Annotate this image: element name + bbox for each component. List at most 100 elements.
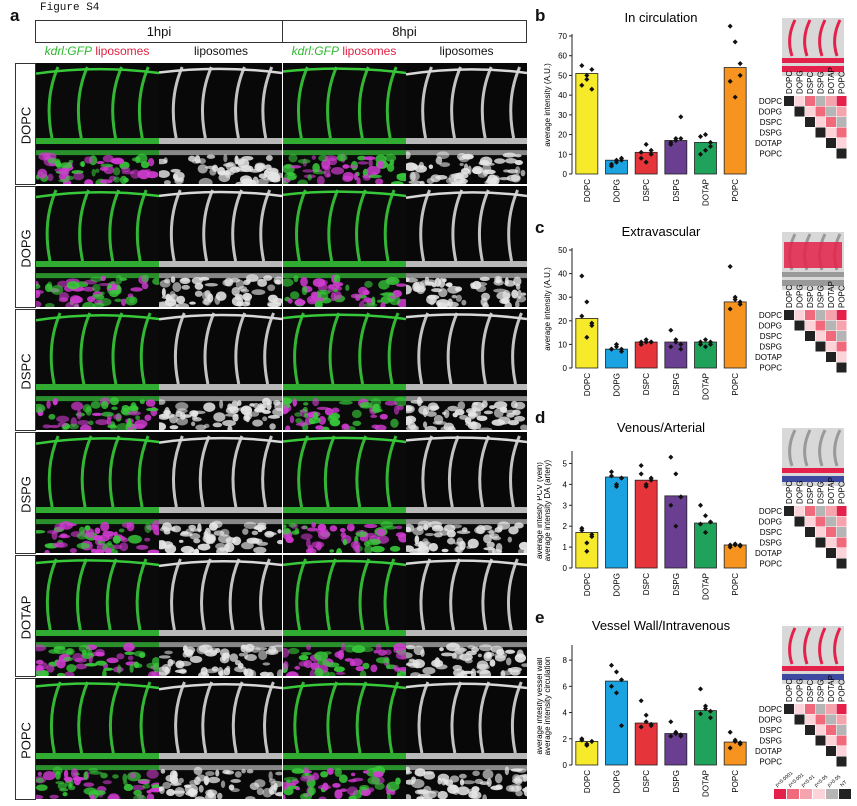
- chart-b: In circulation 0 10 20 30 40 50 60 70 average int…: [543, 10, 847, 206]
- matrix-col-label: POPC: [838, 679, 847, 702]
- matrix-cell: [815, 127, 826, 138]
- matrix-col-label: DSPC: [806, 482, 815, 504]
- matrix-row-label: DOTAP: [755, 139, 782, 148]
- legend-swatch: [787, 789, 799, 799]
- data-point: [673, 523, 679, 529]
- y-tick-label: 20: [558, 131, 567, 140]
- matrix-cell: [815, 537, 826, 548]
- matrix-col-label: DSPC: [806, 72, 815, 94]
- matrix-row-label: DSPC: [760, 528, 782, 537]
- data-point: [737, 299, 743, 305]
- matrix-cell: [826, 506, 836, 516]
- data-point: [618, 157, 625, 163]
- y-axis-label: average intensity (A.U.): [543, 267, 552, 351]
- matrix-row-label: POPC: [759, 150, 782, 159]
- x-tick-label: DSPG: [672, 573, 681, 596]
- merge-image-dspc-8hpi: [283, 309, 406, 430]
- data-point: [702, 703, 709, 709]
- matrix-col-label: POPC: [838, 285, 847, 308]
- bar-popc: [723, 544, 747, 569]
- matrix-cell: [826, 704, 836, 714]
- y-tick-label: 1: [563, 543, 568, 552]
- row-label-dopc: DOPC: [18, 106, 34, 144]
- y-tick-label: 4: [563, 709, 568, 718]
- matrix-row-label: DSPC: [760, 332, 782, 341]
- matrix-cell: [815, 714, 826, 725]
- timepoint-1hpi: 1hpi: [146, 24, 172, 39]
- data-point: [678, 494, 684, 500]
- legend-swatch: [839, 789, 851, 799]
- row-label-dopg: DOPG: [18, 228, 34, 268]
- y-axis-label: average intesity PCV (vein): [537, 462, 544, 559]
- matrix-col-label: POPC: [838, 481, 847, 504]
- y-tick-label: 60: [558, 52, 567, 61]
- data-point: [668, 454, 674, 460]
- matrix-col-label: DOPG: [796, 480, 805, 504]
- bar-dotap: [694, 710, 717, 766]
- bar-dspc: [634, 341, 658, 369]
- legend-label: NT: [839, 780, 848, 789]
- y-tick-label: 40: [558, 91, 567, 100]
- bar-dspg: [664, 733, 688, 766]
- y-tick-label: 40: [558, 270, 567, 279]
- matrix-cell: [794, 96, 805, 106]
- data-point: [613, 481, 620, 487]
- merge-image-dopg-1hpi: [36, 186, 159, 307]
- channel-label-merge-1: kdrl:GFP liposomes: [44, 44, 150, 58]
- merge-image-popc-8hpi: [283, 678, 406, 799]
- matrix-cell: [815, 506, 826, 516]
- row-label-dspc: DSPC: [18, 352, 34, 390]
- x-tick-label: DSPG: [672, 373, 681, 396]
- x-tick-label: DOPG: [613, 373, 622, 397]
- data-point: [707, 339, 714, 345]
- matrix-cell: [826, 341, 836, 352]
- merge-image-dspg-8hpi: [283, 432, 406, 553]
- row-label-dspg: DSPG: [18, 475, 34, 513]
- data-point: [678, 341, 684, 347]
- x-tick-label: DOTAP: [702, 770, 711, 797]
- y-tick-label: 3: [563, 501, 568, 510]
- x-tick-label: DOPG: [613, 770, 622, 794]
- data-point: [618, 346, 625, 352]
- merge-image-dotap-8hpi: [283, 555, 406, 676]
- data-point: [638, 462, 644, 469]
- x-tick-label: DOPG: [613, 573, 622, 597]
- matrix-cell: [784, 310, 794, 320]
- matrix-cell: [794, 714, 805, 725]
- matrix-col-label: DOTAP: [827, 675, 836, 702]
- bar-dspc: [634, 479, 658, 569]
- y-tick-label: 2: [563, 735, 568, 744]
- liposome-image-dopc-1hpi: [159, 63, 282, 184]
- matrix-cell: [836, 352, 847, 362]
- matrix-row-label: DOPC: [759, 705, 782, 714]
- matrix-cell: [826, 138, 836, 148]
- row-label-popc: POPC: [18, 721, 34, 759]
- matrix-cell: [794, 320, 805, 331]
- chart-title-b: In circulation: [625, 10, 698, 25]
- x-tick-label: DOPG: [613, 179, 622, 203]
- matrix-row-label: DOPG: [758, 108, 782, 117]
- data-point: [608, 662, 615, 668]
- legend-swatch: [813, 789, 825, 799]
- data-point: [638, 698, 644, 704]
- y-axis-label: average intensity circulation: [543, 657, 552, 756]
- matrix-cell: [805, 714, 815, 725]
- matrix-cell: [826, 96, 836, 106]
- panel-letter-d: d: [535, 408, 546, 427]
- matrix-cell: [826, 127, 836, 138]
- matrix-cell: [815, 735, 826, 746]
- bar-dopc: [575, 73, 599, 175]
- chart-c: Extravascular 0 10 20 30 40 50 average intensit…: [543, 224, 847, 400]
- data-point: [697, 339, 704, 345]
- matrix-col-label: DOPC: [785, 71, 794, 94]
- data-point: [618, 475, 625, 481]
- x-tick-label: DSPC: [642, 573, 651, 595]
- matrix-cell: [836, 117, 847, 127]
- data-point: [613, 157, 620, 163]
- bar-dotap: [694, 142, 717, 175]
- data-point: [668, 327, 674, 333]
- data-point: [638, 471, 644, 477]
- matrix-cell: [836, 127, 847, 138]
- matrix-cell: [815, 725, 826, 735]
- matrix-cell: [836, 138, 847, 148]
